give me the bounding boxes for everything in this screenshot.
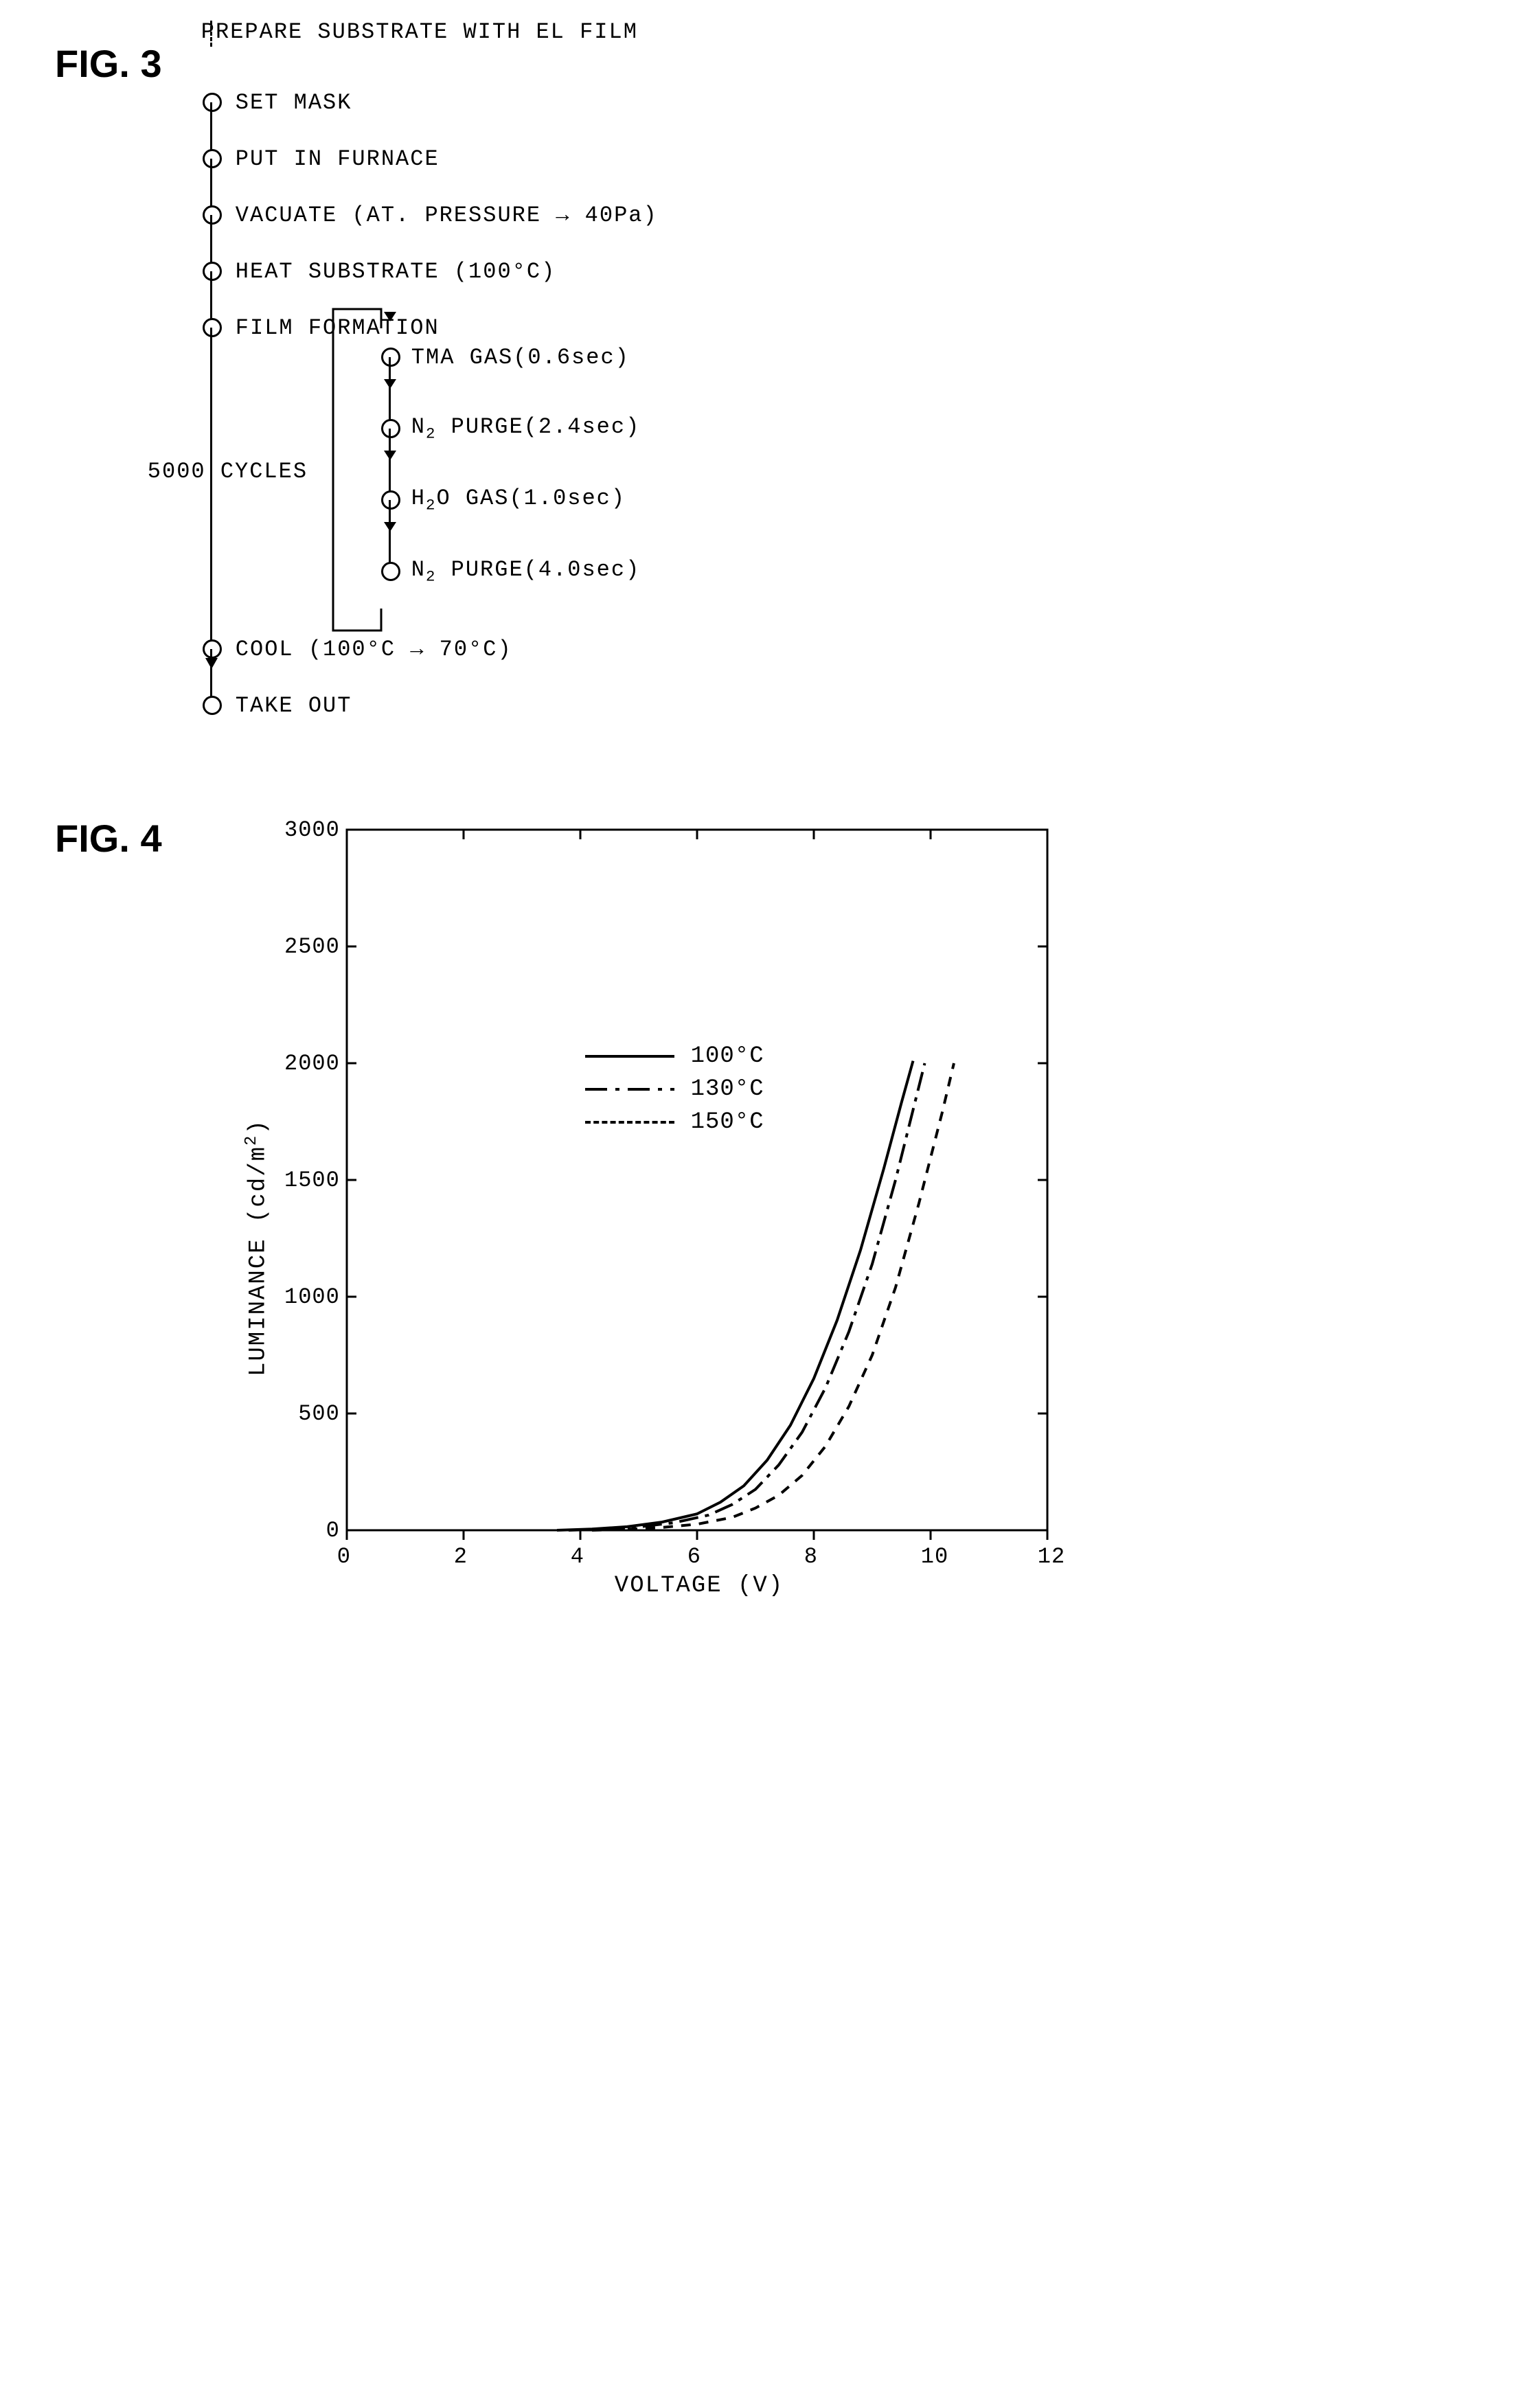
legend-label: 130°C	[691, 1076, 764, 1102]
x-tick-label: 2	[454, 1544, 468, 1569]
y-tick-label: 3000	[264, 817, 340, 843]
y-axis-label: LUMINANCE (cd/m2)	[242, 1119, 271, 1376]
fig3-caption: FIG. 3	[55, 41, 162, 86]
fig3-cycle-step: H2O GAS(1.0sec)	[381, 464, 658, 536]
fig3-flowchart: PREPARE SUBSTRATE WITH EL FILM SET MASKP…	[203, 47, 658, 734]
legend-label: 150°C	[691, 1109, 764, 1135]
figure-3: FIG. 3 PREPARE SUBSTRATE WITH EL FILM SE…	[55, 41, 1482, 734]
fig3-head: PREPARE SUBSTRATE WITH EL FILM	[201, 19, 638, 45]
x-axis-label: VOLTAGE (V)	[615, 1573, 784, 1599]
step-node-icon	[203, 696, 222, 715]
step-node-icon	[381, 562, 400, 581]
fig3-step: VACUATE (AT. PRESSURE → 40Pa)	[203, 187, 658, 243]
x-tick-label: 6	[687, 1544, 701, 1569]
step-label: VACUATE (AT. PRESSURE → 40Pa)	[236, 203, 658, 228]
step-node-icon	[203, 149, 222, 168]
arrow-icon	[384, 522, 396, 532]
step-label: N2 PURGE(2.4sec)	[411, 414, 640, 442]
fig3-cycle-step: N2 PURGE(2.4sec)	[381, 393, 658, 464]
step-node-icon	[203, 639, 222, 659]
fig4-legend: 100°C 130°C 150°C	[585, 1040, 764, 1139]
y-tick-label: 1000	[264, 1284, 340, 1310]
fig3-cycle-bracket	[326, 328, 381, 631]
fig3-cycle-count: 5000 CYCLES	[148, 459, 308, 484]
step-node-icon	[203, 205, 222, 225]
fig3-cycle-block: 5000 CYCLES TMA GAS(0.6sec)N2 PURGE(2.4s…	[381, 321, 658, 607]
step-node-icon	[203, 262, 222, 281]
step-label: HEAT SUBSTRATE (100°C)	[236, 259, 556, 284]
y-tick-label: 500	[264, 1401, 340, 1427]
fig3-step: SET MASK	[203, 74, 658, 130]
fig3-step: TAKE OUT	[203, 677, 658, 734]
arrow-icon	[384, 451, 396, 460]
legend-item: 100°C	[585, 1040, 764, 1073]
fig3-step: PUT IN FURNACE	[203, 130, 658, 187]
fig3-step: COOL (100°C → 70°C)	[203, 621, 658, 677]
step-label: TAKE OUT	[236, 693, 352, 718]
fig4-chart: 024681012050010001500200025003000LUMINAN…	[230, 816, 1061, 1606]
step-node-icon	[203, 318, 222, 337]
figure-4: FIG. 4 0 2 4 6 8 10 12 0 500 1000 1500 2000 2500 3000…	[55, 816, 1482, 1606]
y-tick-label: 1500	[264, 1168, 340, 1193]
step-label: COOL (100°C → 70°C)	[236, 637, 512, 662]
fig3-step: HEAT SUBSTRATE (100°C)	[203, 243, 658, 299]
arrow-icon	[384, 379, 396, 389]
step-node-icon	[203, 93, 222, 112]
legend-swatch	[585, 1055, 674, 1058]
step-label: PUT IN FURNACE	[236, 146, 440, 172]
legend-item: 130°C	[585, 1073, 764, 1106]
arrow-icon	[205, 658, 218, 669]
fig4-plot	[230, 816, 1061, 1606]
step-label: N2 PURGE(4.0sec)	[411, 557, 640, 585]
step-node-icon	[381, 490, 400, 510]
y-tick-label: 2500	[264, 934, 340, 959]
step-label: SET MASK	[236, 90, 352, 115]
step-node-icon	[381, 348, 400, 367]
legend-swatch	[585, 1121, 674, 1124]
arrow-icon	[384, 312, 396, 321]
x-tick-label: 4	[571, 1544, 584, 1569]
legend-swatch	[585, 1088, 674, 1091]
y-tick-label: 0	[264, 1518, 340, 1543]
legend-item: 150°C	[585, 1106, 764, 1139]
x-tick-label: 10	[921, 1544, 948, 1569]
fig3-cycle-step: N2 PURGE(4.0sec)	[381, 536, 658, 607]
step-label: H2O GAS(1.0sec)	[411, 486, 626, 514]
legend-label: 100°C	[691, 1043, 764, 1069]
step-label: TMA GAS(0.6sec)	[411, 345, 630, 370]
y-tick-label: 2000	[264, 1051, 340, 1076]
x-tick-label: 12	[1038, 1544, 1065, 1569]
step-node-icon	[381, 419, 400, 438]
x-tick-label: 0	[337, 1544, 351, 1569]
fig3-leadin	[210, 21, 212, 47]
fig3-cycle-step: TMA GAS(0.6sec)	[381, 321, 658, 393]
x-tick-label: 8	[804, 1544, 818, 1569]
fig4-caption: FIG. 4	[55, 816, 162, 861]
